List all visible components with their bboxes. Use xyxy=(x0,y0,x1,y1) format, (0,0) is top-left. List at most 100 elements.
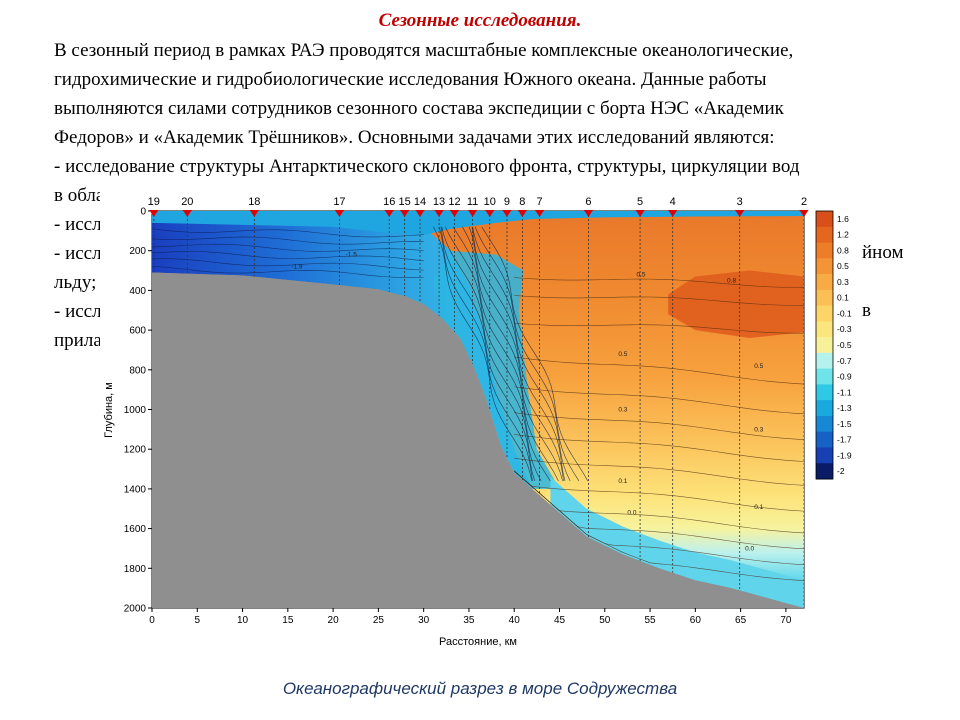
station-label: 14 xyxy=(414,196,426,208)
occluded-text-tail: йном xyxy=(862,242,904,263)
colorbar-swatch xyxy=(816,384,833,401)
section-field xyxy=(152,211,804,608)
contour-label: 0.3 xyxy=(754,426,763,433)
body-line: в обла xyxy=(54,185,105,206)
station-marker xyxy=(149,210,159,217)
colorbar-label: -1.7 xyxy=(837,435,852,445)
x-tick-label: 65 xyxy=(735,615,747,626)
contour-label: -1.5 xyxy=(346,252,358,259)
contour-label: -1.9 xyxy=(291,264,303,271)
isotherm-line xyxy=(514,412,804,440)
station-marker xyxy=(434,210,444,217)
isotherm-line xyxy=(441,226,542,482)
y-tick-label: 800 xyxy=(129,365,146,376)
station-label: 9 xyxy=(504,196,510,208)
y-tick-label: 1000 xyxy=(124,405,147,416)
y-tick-label: 1200 xyxy=(124,445,147,456)
contour-labels: 0.5 0.8 0.5 0.5 0.3 0.3 0.1 0.1 0.0 0.0 -1.9 -1.5 xyxy=(291,252,763,553)
colorbar-swatch xyxy=(816,431,833,448)
isotherm-line xyxy=(514,470,804,512)
body-line: прила xyxy=(54,330,102,351)
colorbar-label: -1.9 xyxy=(837,450,852,460)
station-marker xyxy=(668,210,678,217)
x-axis-label: Расстояние, км xyxy=(439,636,517,648)
y-axis-ticks: 0 200 400 600 800 1000 1200 1400 1600 1800 2000 xyxy=(124,207,152,615)
colorbar-label: 0.1 xyxy=(837,293,849,303)
station-label: 18 xyxy=(248,196,260,208)
contour-label: 0.3 xyxy=(618,406,627,413)
station-marker xyxy=(485,210,495,217)
x-tick-label: 10 xyxy=(237,615,249,626)
bottom-cold-water xyxy=(550,476,804,608)
x-tick-label: 20 xyxy=(328,615,340,626)
colorbar-swatch xyxy=(816,305,833,322)
colorbar-label: -0.7 xyxy=(837,356,852,366)
station-label: 17 xyxy=(333,196,345,208)
x-axis-ticks: 0 5 10 15 20 25 30 35 40 45 50 55 60 65 70 xyxy=(149,608,792,626)
isotherm-line xyxy=(514,295,804,306)
colorbar-label: 1.6 xyxy=(837,214,849,224)
colorbar-label: -1.3 xyxy=(837,403,852,413)
y-tick-label: 600 xyxy=(129,326,146,337)
x-tick-label: 35 xyxy=(463,615,475,626)
slope-front-band xyxy=(432,250,560,489)
isotherm-line xyxy=(452,226,559,482)
surface-cold-layer xyxy=(152,211,804,235)
x-tick-label: 25 xyxy=(373,615,385,626)
body-line: - исследование структуры Антарктического… xyxy=(54,156,800,177)
colorbar-label: 0.3 xyxy=(837,277,849,287)
isotherm-contours xyxy=(152,226,804,581)
station-label: 10 xyxy=(484,196,496,208)
isotherm-line xyxy=(514,277,804,288)
station-label: 12 xyxy=(448,196,460,208)
station-marker xyxy=(517,210,527,217)
body-line: Федоров» и «Академик Трёшников». Основны… xyxy=(54,127,775,148)
station-label: 15 xyxy=(399,196,411,208)
isotherm-line xyxy=(514,386,804,415)
station-marker xyxy=(468,210,478,217)
y-tick-label: 1600 xyxy=(124,524,147,535)
colorbar-swatch xyxy=(816,258,833,275)
x-tick-label: 30 xyxy=(418,615,430,626)
isotherm-line xyxy=(152,243,424,252)
station-label: 2 xyxy=(801,196,807,208)
colorbar-swatch xyxy=(816,415,833,433)
isotherm-line xyxy=(472,226,571,482)
isotherm-line xyxy=(514,457,804,486)
colorbar-swatch xyxy=(816,400,833,417)
x-tick-label: 0 xyxy=(149,615,155,626)
isotherm-line xyxy=(152,265,424,278)
station-lines xyxy=(153,211,804,608)
y-tick-label: 0 xyxy=(140,207,146,218)
isotherm-line xyxy=(440,226,536,482)
contour-label: 0.0 xyxy=(745,545,754,552)
station-marker xyxy=(735,210,745,217)
x-tick-label: 60 xyxy=(690,615,702,626)
station-marker xyxy=(334,210,344,217)
y-tick-label: 1800 xyxy=(124,564,147,575)
colorbar-swatch xyxy=(816,274,833,291)
contour-label: 0.1 xyxy=(754,504,763,511)
isotherm-line xyxy=(152,228,424,238)
figure-caption: Океанографический разрез в море Содружес… xyxy=(282,679,678,698)
isotherm-line xyxy=(514,322,804,334)
colorbar-label: -0.5 xyxy=(837,340,852,350)
station-marker xyxy=(502,210,512,217)
y-axis-label: Глубина, м xyxy=(103,382,115,438)
colorbar-label: -0.1 xyxy=(837,308,852,318)
colorbar-label: -0.3 xyxy=(837,324,852,334)
body-line: льду; xyxy=(54,272,97,293)
occluded-text-tail: в xyxy=(862,300,871,321)
colorbar-label: 0.5 xyxy=(837,261,849,271)
x-tick-label: 50 xyxy=(599,615,611,626)
station-marker xyxy=(535,210,545,217)
y-tick-label: 400 xyxy=(129,286,146,297)
body-line: В сезонный период в рамках РАЭ проводятс… xyxy=(54,40,794,61)
isotherm-line xyxy=(152,251,424,262)
oceanographic-section-figure: 0 5 10 15 20 25 30 35 40 45 50 55 60 65 70 0 200 400 600 8… xyxy=(100,185,860,655)
colorbar-label: -0.9 xyxy=(837,372,852,382)
isotherm-line xyxy=(514,356,804,385)
colorbar-swatch xyxy=(816,242,833,259)
isotherm-line xyxy=(468,226,564,482)
colorbar-label: -2 xyxy=(837,466,845,476)
